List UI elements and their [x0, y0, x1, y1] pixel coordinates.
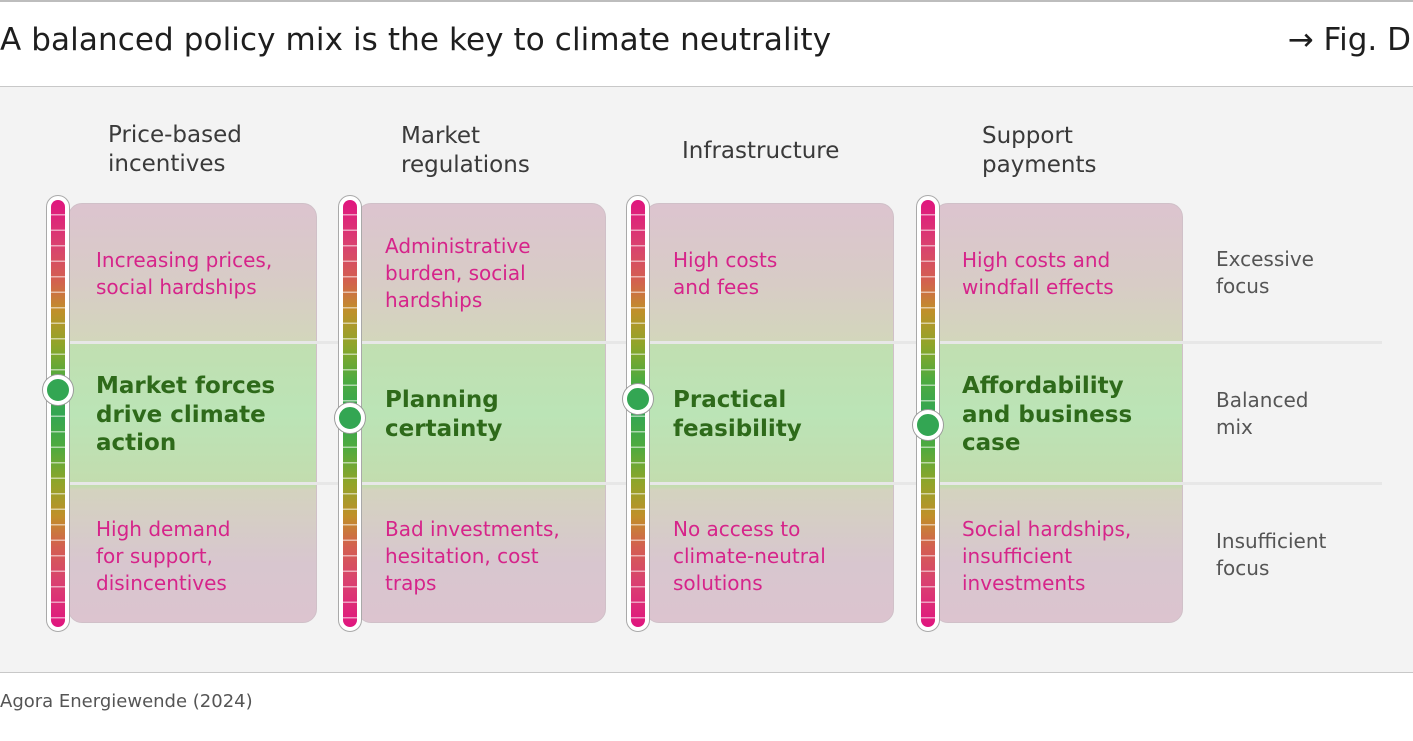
gauge-scale	[51, 200, 65, 627]
row-label-balanced: Balanced mix	[1216, 388, 1309, 439]
insufficient-text: No access to climate-neutral solutions	[673, 517, 826, 595]
excessive-text: Administrative burden, social hardships	[385, 234, 531, 312]
row-label-insufficient: Insufficient focus	[1216, 529, 1327, 580]
insufficient-text: Bad investments, hesitation, cost traps	[385, 517, 560, 595]
gauge-price-based-incentives	[46, 195, 70, 632]
column-heading-market-regulations: Market regulations	[401, 123, 530, 178]
row-label-excessive: Excessive focus	[1216, 247, 1314, 298]
divider-excessive-balanced	[70, 341, 1382, 344]
card-infrastructure: High costs and fees Practical feasibility …	[645, 203, 894, 623]
column-heading-infrastructure: Infrastructure	[682, 138, 840, 164]
column-heading-price-based: Price-based incentives	[108, 122, 242, 177]
card-support-payments: High costs and windfall effects Affordabi…	[934, 203, 1183, 623]
figure-title: A balanced policy mix is the key to clim…	[0, 22, 832, 58]
marker-support-payments	[913, 410, 943, 440]
divider-balanced-insufficient	[70, 482, 1382, 485]
balanced-text: Affordability and business case	[962, 373, 1133, 456]
figure-reference: → Fig. D	[1287, 22, 1411, 58]
source-note: Agora Energiewende (2024)	[0, 691, 253, 712]
marker-infrastructure	[623, 384, 653, 414]
excessive-text: High costs and fees	[673, 248, 778, 299]
insufficient-text: High demand for support, disincentives	[96, 517, 231, 595]
excessive-text: Increasing prices, social hardships	[96, 248, 273, 299]
insufficient-text: Social hardships, insufficient investments	[962, 517, 1132, 595]
marker-price-based-incentives	[43, 375, 73, 405]
balanced-text: Market forces drive climate action	[96, 373, 276, 456]
excessive-text: High costs and windfall effects	[962, 248, 1114, 299]
top-rule	[0, 0, 1413, 2]
card-market-regulations: Administrative burden, social hardships Pl…	[357, 203, 606, 623]
balanced-text: Practical feasibility	[673, 387, 802, 442]
marker-market-regulations	[335, 403, 365, 433]
column-heading-support-payments: Support payments	[982, 123, 1097, 178]
balanced-text: Planning certainty	[385, 387, 503, 442]
card-price-based-incentives: Increasing prices, social hardships Marke…	[68, 203, 317, 623]
